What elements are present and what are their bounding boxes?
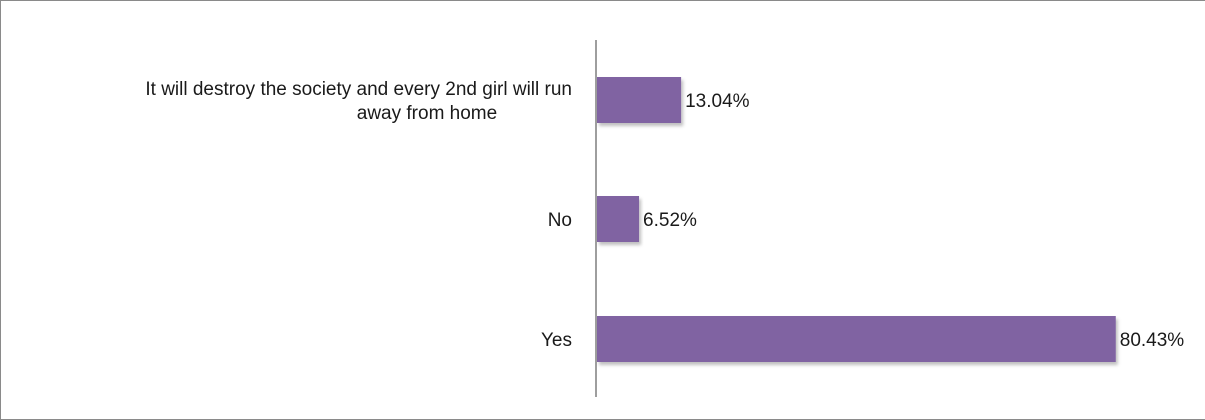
data-label-0: 13.04%	[685, 91, 750, 112]
category-label-2: Yes	[541, 330, 572, 351]
bar-0	[597, 77, 682, 123]
category-label-0-line-0: It will destroy the society and every 2n…	[145, 79, 572, 100]
bar-2	[597, 316, 1116, 362]
category-label-0-line-1: away from home	[357, 103, 497, 124]
category-label-2-line-0: Yes	[541, 330, 572, 351]
data-label-2: 80.43%	[1120, 330, 1185, 351]
category-label-1: No	[548, 210, 572, 231]
data-label-1: 6.52%	[643, 210, 697, 231]
category-label-0: It will destroy the society and every 2n…	[145, 79, 572, 124]
category-label-1-line-0: No	[548, 210, 572, 231]
bar-1	[597, 196, 640, 242]
